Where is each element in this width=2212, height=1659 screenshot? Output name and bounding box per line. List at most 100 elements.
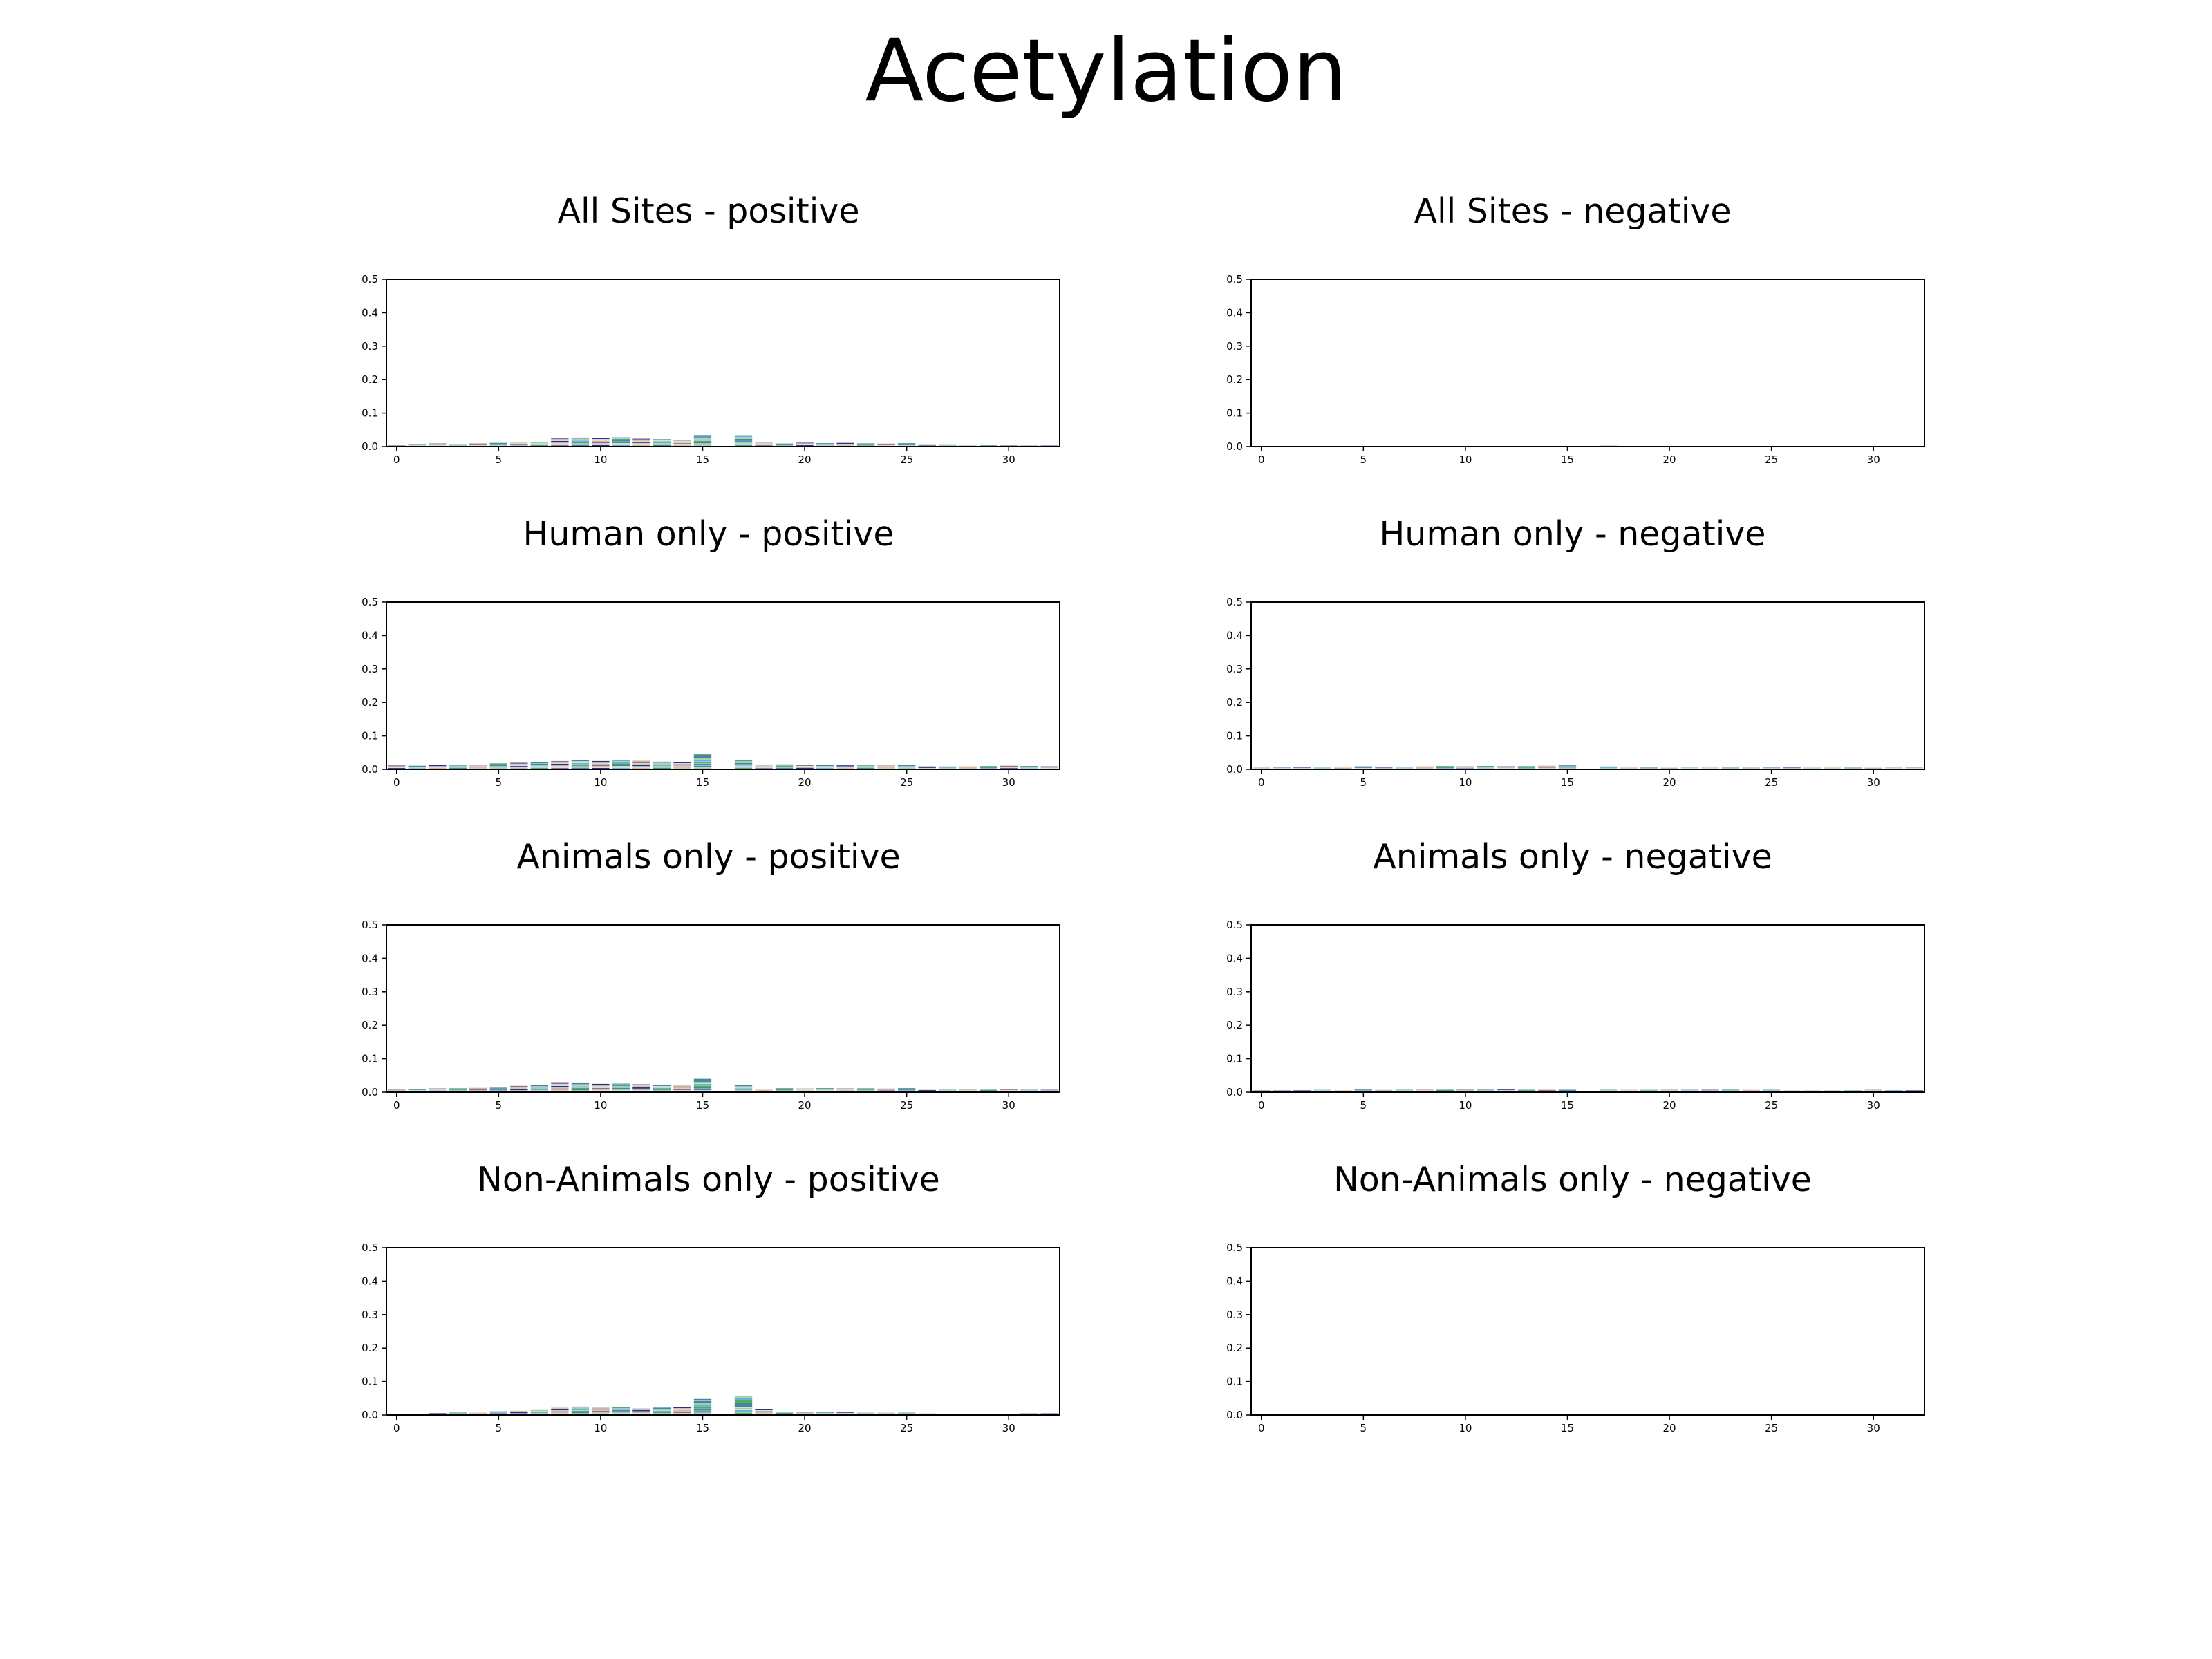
bar-segment	[734, 437, 753, 439]
bar-segment	[693, 1078, 712, 1080]
bar-segment	[612, 1412, 630, 1414]
bar-segment	[816, 765, 834, 767]
bar	[1721, 1089, 1740, 1092]
bar	[489, 1087, 508, 1092]
bar-segment	[612, 765, 630, 767]
bar-segment	[755, 1089, 773, 1091]
panel-title-all-sites-negative: All Sites - negative	[1414, 191, 1732, 231]
bar-segment	[755, 1413, 773, 1415]
bar-segment	[1701, 767, 1719, 769]
bar-segment	[1395, 1414, 1414, 1415]
bar-segment	[592, 762, 610, 764]
bar	[530, 1409, 549, 1415]
y-tick-label: 0.0	[362, 1086, 378, 1098]
bar	[1558, 1089, 1577, 1092]
bar-segment	[612, 437, 630, 439]
bar-segment	[1844, 767, 1862, 769]
bar-segment	[693, 1407, 712, 1409]
bar-segment	[1000, 1089, 1018, 1090]
bar	[449, 1412, 467, 1415]
bar-segment	[1640, 1089, 1658, 1091]
bar-segment	[1517, 1414, 1536, 1415]
bar	[755, 442, 773, 447]
bar-segment	[1416, 767, 1434, 769]
bar-segment	[632, 766, 650, 768]
x-tick-label: 20	[798, 776, 812, 789]
y-tick-label: 0.4	[362, 306, 378, 319]
bar	[897, 443, 916, 447]
bar-segment	[612, 760, 630, 762]
bar-segment	[653, 443, 671, 445]
bar-segment	[1395, 1089, 1414, 1090]
bar-segment	[429, 444, 447, 446]
y-tick-label: 0.2	[362, 373, 378, 386]
y-tick-label: 0.5	[362, 596, 378, 608]
bar	[673, 1085, 691, 1092]
bar-segment	[1354, 1089, 1373, 1090]
bar-segment	[1599, 1089, 1618, 1090]
bar-segment	[734, 440, 753, 442]
bar-segment	[469, 766, 487, 768]
bar	[959, 766, 977, 769]
x-tick-label: 5	[1360, 1099, 1367, 1112]
bar-segment	[755, 765, 773, 767]
bar-segment	[530, 767, 549, 769]
x-tick-label: 15	[696, 1422, 709, 1434]
bar	[836, 765, 854, 769]
x-tick-label: 15	[1561, 776, 1574, 789]
bar-segment	[592, 1087, 610, 1089]
bar	[551, 760, 569, 769]
bar	[1558, 765, 1577, 769]
bar-segment	[571, 1090, 590, 1092]
bar	[1783, 767, 1801, 769]
bar-segment	[1020, 445, 1038, 447]
x-tick-label: 15	[1561, 453, 1574, 466]
bar	[571, 1082, 590, 1092]
bar	[734, 435, 753, 447]
x-tick-label: 30	[1002, 1099, 1015, 1112]
bar-segment	[693, 762, 712, 764]
bar	[510, 1410, 528, 1415]
bar-segment	[1477, 767, 1495, 768]
bar-segment	[775, 1412, 794, 1414]
bar-segment	[856, 766, 875, 768]
bar-segment	[1334, 1090, 1352, 1091]
bar-segment	[530, 765, 549, 767]
bar-segment	[1517, 1089, 1536, 1090]
bar	[388, 765, 406, 769]
axes-frame	[1250, 1247, 1925, 1416]
bar-segment	[632, 1408, 650, 1410]
bar-segment	[796, 767, 814, 769]
bar-segment	[653, 442, 671, 444]
bar-segment	[775, 1089, 794, 1091]
bar-segment	[775, 767, 794, 769]
bar-segment	[1273, 767, 1291, 768]
bar-segment	[571, 1085, 590, 1086]
bar	[449, 1088, 467, 1092]
bar	[980, 766, 997, 769]
y-tick-label: 0.4	[1226, 629, 1243, 641]
bar-segment	[734, 438, 753, 440]
bar-segment	[632, 763, 650, 765]
bar	[469, 765, 487, 769]
subplot-2: 0.0 0.1 0.2 0.3 0.4 0.5 0 5 10 15 20 25 30	[362, 596, 1060, 789]
x-tick-label: 30	[1002, 453, 1015, 466]
y-tick-label: 0.2	[1226, 1019, 1243, 1031]
bar	[592, 760, 610, 769]
bar-segment	[1040, 445, 1058, 447]
bar-segment	[693, 444, 712, 447]
bar-segment	[1020, 768, 1038, 769]
bar-segment	[653, 1089, 671, 1091]
bar-segment	[1885, 767, 1903, 768]
bar	[796, 765, 814, 769]
figure-title: Acetylation	[865, 21, 1347, 121]
bar-segment	[1721, 1090, 1740, 1091]
y-tick-label: 0.3	[362, 340, 378, 353]
x-tick-label: 0	[1258, 453, 1265, 466]
bar-segment	[551, 1412, 569, 1414]
bar-segment	[673, 440, 691, 442]
bar-segment	[836, 1089, 854, 1091]
x-tick-label: 0	[393, 1099, 400, 1112]
bar-segment	[571, 439, 590, 440]
bar-segment	[796, 765, 814, 766]
